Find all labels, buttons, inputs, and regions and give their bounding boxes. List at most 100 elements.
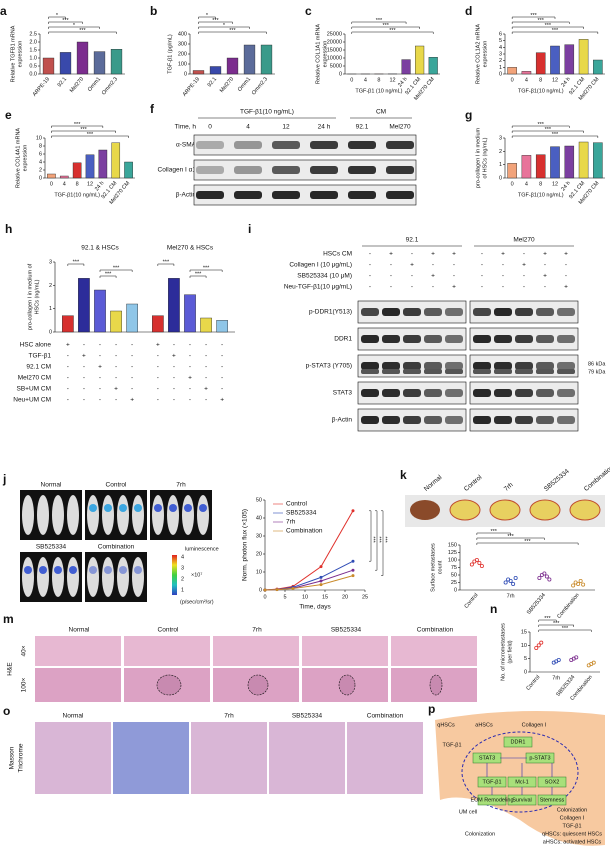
x-tick-label: Omm2.3 bbox=[101, 76, 119, 96]
y-tick-label: 15 bbox=[521, 629, 527, 635]
x-tick-label: 0 bbox=[50, 181, 53, 187]
image-label: 7rh bbox=[224, 713, 234, 720]
bar bbox=[93, 51, 106, 75]
sign: - bbox=[481, 284, 483, 291]
x-tick-label: 92.1 bbox=[57, 76, 68, 88]
sign: + bbox=[172, 353, 176, 360]
point bbox=[275, 588, 279, 592]
significance-bracket bbox=[351, 31, 434, 34]
point bbox=[351, 574, 355, 578]
bar bbox=[216, 320, 228, 333]
bar bbox=[168, 278, 180, 333]
sign: - bbox=[67, 375, 69, 382]
blot-frame bbox=[193, 159, 417, 181]
image-label: 7rh bbox=[176, 482, 186, 489]
band bbox=[310, 191, 338, 199]
significance-label: *** bbox=[538, 18, 545, 24]
bar bbox=[535, 52, 546, 75]
sign: - bbox=[369, 251, 371, 258]
significance-label: * bbox=[223, 23, 226, 29]
node-label: TGF-β1 bbox=[442, 742, 461, 748]
significance-label: *** bbox=[370, 536, 376, 543]
sign: + bbox=[66, 342, 70, 349]
colorbar-tick: 1 bbox=[181, 587, 184, 593]
mouse bbox=[117, 557, 129, 597]
point bbox=[534, 646, 539, 651]
y-axis-label: No. of micrometastases bbox=[500, 623, 506, 681]
node-label: SOX2 bbox=[545, 779, 560, 785]
band bbox=[361, 308, 379, 316]
image-label: Control bbox=[463, 474, 484, 493]
y-tick-label: 50 bbox=[451, 572, 457, 578]
row-label: α-SMA bbox=[176, 142, 197, 149]
point bbox=[469, 562, 474, 567]
point bbox=[513, 576, 518, 581]
legend-label: Colonization bbox=[557, 807, 587, 813]
y-axis-label: pro-collagen I in medium of bbox=[27, 263, 33, 330]
sign: - bbox=[369, 262, 371, 269]
band bbox=[557, 369, 575, 374]
bar bbox=[243, 44, 256, 75]
y-axis-label: Relative TGFB1 mRNA bbox=[10, 25, 16, 82]
y-axis-label: pro-collagen I in medium bbox=[475, 127, 481, 188]
sign: + bbox=[114, 386, 118, 393]
x-tick-label: Control bbox=[464, 592, 480, 609]
sign: - bbox=[523, 273, 525, 280]
y-tick-label: 50 bbox=[256, 497, 262, 503]
x-tick-label: 7rh bbox=[507, 593, 515, 599]
point bbox=[351, 568, 355, 572]
sign: - bbox=[83, 397, 85, 404]
micrograph bbox=[347, 722, 423, 794]
significance-label: *** bbox=[113, 265, 120, 271]
y-axis-label: TGF-β1 (pg/mL) bbox=[167, 34, 173, 74]
group-label: Mel270 & HSCs bbox=[167, 245, 214, 252]
band bbox=[382, 416, 400, 424]
y-tick-label: 5 bbox=[499, 38, 502, 44]
signal bbox=[54, 566, 62, 574]
significance-bracket bbox=[198, 26, 250, 29]
image-label: Control bbox=[158, 627, 180, 634]
significance-label: *** bbox=[62, 18, 69, 24]
bar bbox=[59, 175, 69, 179]
magnification: 100× bbox=[21, 677, 28, 692]
sign: - bbox=[390, 284, 392, 291]
bar bbox=[578, 39, 589, 75]
band bbox=[494, 369, 512, 374]
sign: - bbox=[189, 342, 191, 349]
y-axis-label: count bbox=[437, 560, 443, 574]
node-label: TGF-β1 bbox=[482, 779, 501, 785]
mouse bbox=[52, 495, 64, 535]
band bbox=[386, 166, 414, 174]
significance-bracket bbox=[51, 135, 129, 138]
band bbox=[361, 335, 379, 343]
point bbox=[474, 558, 479, 563]
label: Time, h bbox=[175, 124, 197, 131]
y-axis-label: expression bbox=[482, 41, 488, 68]
sign: - bbox=[157, 397, 159, 404]
y-axis-label: Norm. photon flux (×105) bbox=[242, 509, 249, 581]
sign: - bbox=[83, 364, 85, 371]
sign: + bbox=[204, 386, 208, 393]
sign: - bbox=[411, 284, 413, 291]
panel-letter: i bbox=[248, 222, 251, 236]
y-tick-label: 100 bbox=[178, 61, 187, 67]
node-label: Mcl-1 bbox=[515, 779, 528, 785]
x-tick-label: 20 bbox=[342, 594, 348, 600]
bar bbox=[111, 142, 121, 179]
y-tick-label: 0 bbox=[184, 71, 187, 77]
significance-label: *** bbox=[163, 259, 170, 265]
band bbox=[515, 416, 533, 424]
y-tick-label: 1 bbox=[499, 162, 502, 168]
band bbox=[473, 416, 491, 424]
significance-bracket bbox=[189, 275, 207, 278]
x-tick-label: 4 bbox=[525, 77, 528, 83]
series-line bbox=[264, 510, 354, 591]
significance-label: *** bbox=[562, 626, 569, 632]
y-tick-label: 4 bbox=[499, 45, 502, 51]
band bbox=[361, 362, 379, 370]
colorbar-tick: 3 bbox=[181, 565, 184, 571]
mouse bbox=[22, 495, 34, 535]
sign: - bbox=[432, 284, 434, 291]
mouse bbox=[67, 495, 79, 535]
